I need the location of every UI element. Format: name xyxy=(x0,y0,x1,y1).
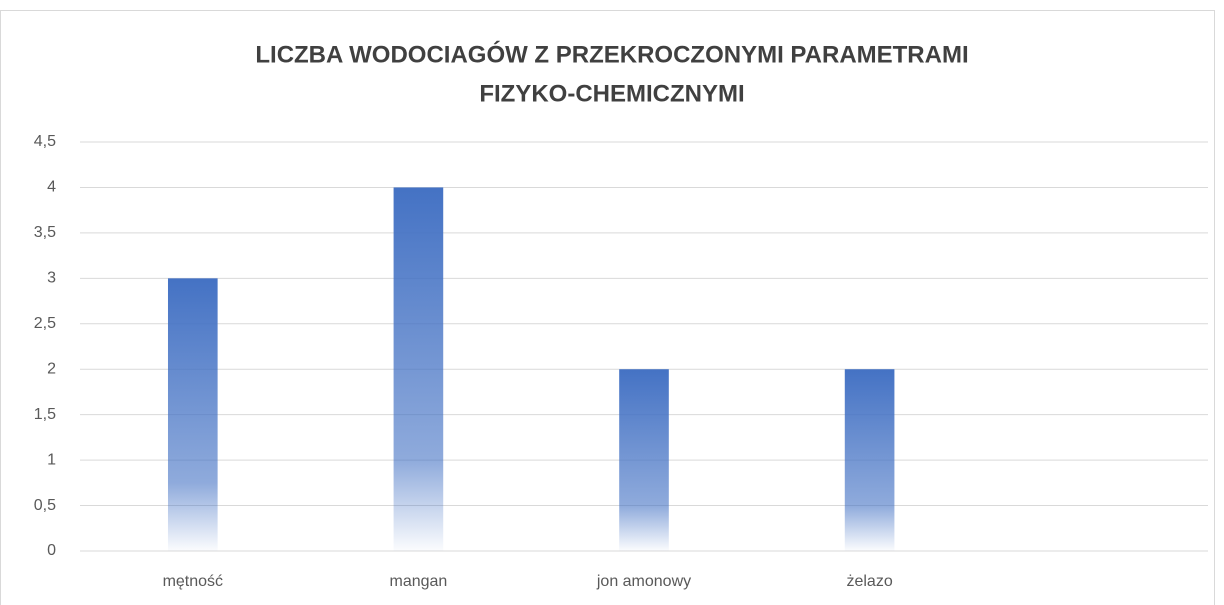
x-tick-label: żelazo xyxy=(846,573,892,590)
bar xyxy=(619,369,669,551)
y-tick-label: 4 xyxy=(47,179,56,196)
bar xyxy=(844,369,895,551)
x-tick-label: mętność xyxy=(163,573,223,590)
x-tick-label: jon amonowy xyxy=(596,573,691,590)
y-tick-label: 3,5 xyxy=(34,224,56,241)
chart-title: LICZBA WODOCIAGÓW Z PRZEKROCZONYMI PARAM… xyxy=(255,40,968,68)
x-tick-label: mangan xyxy=(389,573,447,590)
y-tick-label: 1 xyxy=(47,451,56,468)
y-tick-label: 0,5 xyxy=(34,497,56,514)
y-tick-label: 3 xyxy=(47,270,56,287)
y-tick-label: 4,5 xyxy=(34,133,56,150)
bar xyxy=(393,187,444,551)
y-tick-label: 1,5 xyxy=(34,406,56,423)
bar xyxy=(167,278,218,551)
y-tick-label: 2 xyxy=(47,360,56,377)
chart-title: FIZYKO-CHEMICZNYMI xyxy=(479,80,744,107)
y-tick-label: 2,5 xyxy=(34,315,56,332)
y-tick-label: 0 xyxy=(47,542,56,559)
